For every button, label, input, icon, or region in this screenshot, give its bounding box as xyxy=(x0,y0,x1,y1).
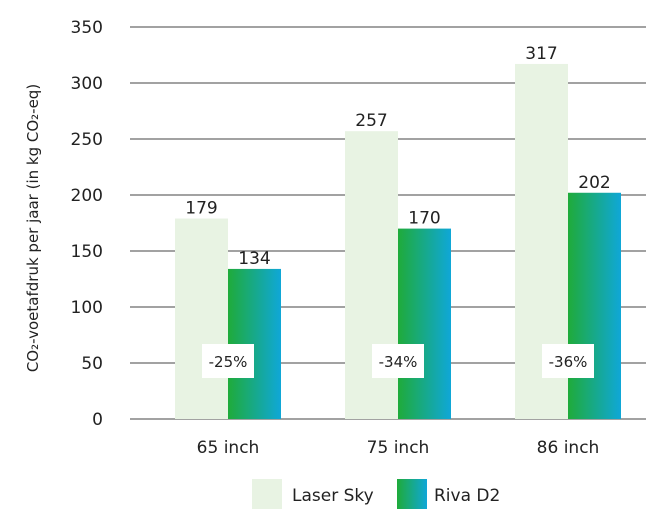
x-tick-label: 86 inch xyxy=(537,438,600,458)
x-axis-ticks: 65 inch 75 inch 86 inch xyxy=(197,438,600,458)
legend: Laser Sky Riva D2 xyxy=(252,479,500,509)
bar-value-label: 257 xyxy=(355,111,387,131)
bar-value-label: 179 xyxy=(185,199,217,219)
reduction-label: -34% xyxy=(379,353,418,371)
y-axis-label: CO₂-voetafdruk per jaar (in kg CO₂-eq) xyxy=(24,84,42,372)
legend-swatch-riva-d2 xyxy=(397,479,427,509)
y-tick-label: 350 xyxy=(71,18,103,38)
data-labels: 179 134 -25% 257 170 -34% 317 202 -36% xyxy=(185,44,611,378)
reduction-label: -36% xyxy=(549,353,588,371)
bar-laser-sky-0 xyxy=(175,218,228,419)
x-tick-label: 75 inch xyxy=(367,438,430,458)
y-tick-label: 250 xyxy=(71,130,103,150)
x-tick-label: 65 inch xyxy=(197,438,260,458)
legend-label: Riva D2 xyxy=(434,486,500,506)
legend-swatch-laser-sky xyxy=(252,479,282,509)
y-tick-label: 100 xyxy=(71,298,103,318)
bar-riva-d2-0 xyxy=(228,268,281,419)
reduction-badge xyxy=(202,344,254,378)
bar-value-label: 134 xyxy=(238,249,270,269)
y-tick-label: 50 xyxy=(81,354,103,374)
bar-value-label: 202 xyxy=(578,173,610,193)
y-axis-ticks: 0 50 100 150 200 250 300 350 xyxy=(71,18,103,430)
y-tick-label: 150 xyxy=(71,242,103,262)
bar-riva-d2-1 xyxy=(398,228,451,419)
reduction-badge xyxy=(542,344,594,378)
reduction-badge xyxy=(372,344,424,378)
y-tick-label: 300 xyxy=(71,74,103,94)
bar-riva-d2-2 xyxy=(568,192,621,419)
reduction-label: -25% xyxy=(209,353,248,371)
bar-value-label: 317 xyxy=(525,44,557,64)
y-tick-label: 200 xyxy=(71,186,103,206)
legend-label: Laser Sky xyxy=(292,486,374,506)
y-tick-label: 0 xyxy=(92,410,103,430)
bar-value-label: 170 xyxy=(408,209,440,229)
